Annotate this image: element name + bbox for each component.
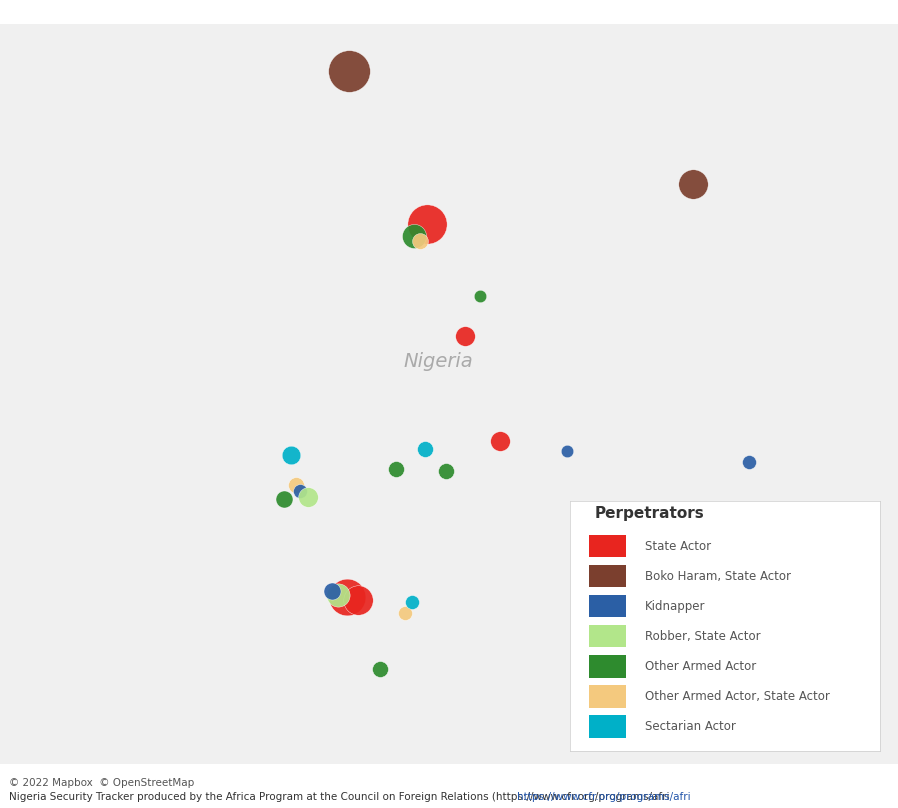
Point [389,463,403,476]
Point [492,434,506,447]
Point [342,65,357,78]
Point [458,330,472,343]
Text: Sectarian Actor: Sectarian Actor [645,720,735,733]
Point [560,445,575,458]
Text: https://www.cfr.org/programs/afri: https://www.cfr.org/programs/afri [517,792,691,802]
FancyBboxPatch shape [589,595,626,617]
Text: Kidnapper: Kidnapper [645,600,705,612]
Point [351,593,365,606]
Text: Robber, State Actor: Robber, State Actor [645,629,761,642]
FancyBboxPatch shape [589,715,626,738]
Point [686,177,700,190]
Text: Boko Haram, State Actor: Boko Haram, State Actor [645,570,790,583]
FancyBboxPatch shape [589,535,626,558]
Point [293,484,307,497]
Point [373,663,387,675]
Text: Other Armed Actor, State Actor: Other Armed Actor, State Actor [645,690,830,703]
Text: Perpetrators: Perpetrators [595,506,705,521]
FancyBboxPatch shape [589,655,626,678]
Point [438,465,453,478]
FancyBboxPatch shape [589,625,626,647]
Point [398,606,412,619]
FancyBboxPatch shape [589,685,626,708]
Point [325,585,339,598]
Point [418,443,433,456]
Point [742,456,756,469]
Point [419,217,434,230]
Point [301,490,315,503]
Text: Nigeria Security Tracker produced by the Africa Program at the Council on Foreig: Nigeria Security Tracker produced by the… [9,792,670,802]
Text: State Actor: State Actor [645,540,710,553]
Point [472,289,487,302]
Point [405,595,419,608]
Point [412,234,427,247]
Point [277,493,291,506]
Point [284,448,298,461]
Point [339,591,354,604]
Text: Other Armed Actor: Other Armed Actor [645,660,756,673]
Text: Nigeria: Nigeria [403,352,473,371]
Point [289,478,304,491]
Point [408,229,422,242]
Point [331,588,346,601]
FancyBboxPatch shape [589,565,626,587]
Text: © 2022 Mapbox  © OpenStreetMap: © 2022 Mapbox © OpenStreetMap [9,778,194,788]
